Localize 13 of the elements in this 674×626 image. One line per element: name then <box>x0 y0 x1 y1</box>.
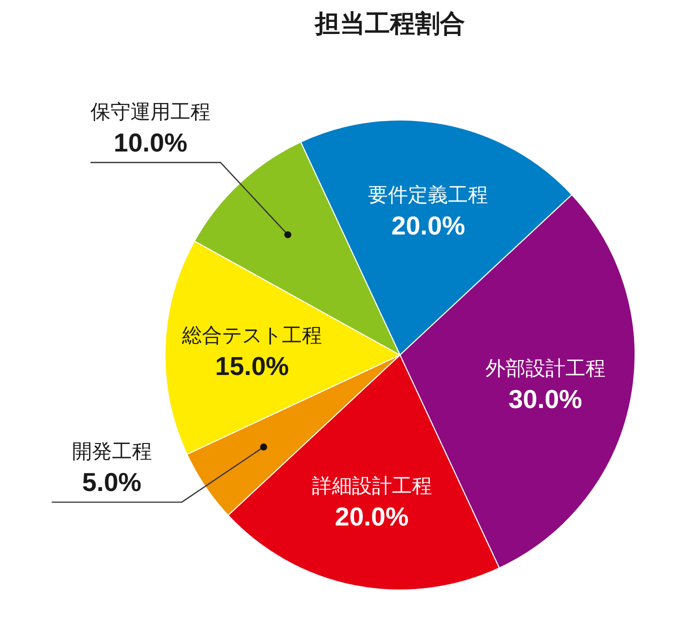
data-label: 20.0% <box>391 210 466 241</box>
data-label: 10.0% <box>114 128 188 158</box>
slice-label: 要件定義工程 <box>368 184 488 207</box>
slice-label: 詳細設計工程 <box>312 475 432 498</box>
chart-title: 担当工程割合 <box>314 10 465 38</box>
data-label: 5.0% <box>82 467 142 498</box>
slice-label: 総合テスト工程 <box>181 324 322 347</box>
data-label: 20.0% <box>334 501 409 532</box>
slice-label: 外部設計工程 <box>485 358 606 380</box>
slice-label: 開発工程 <box>72 441 152 464</box>
data-label: 15.0% <box>215 350 289 381</box>
slice-label: 保守運用工程 <box>90 102 210 124</box>
data-label: 30.0% <box>508 384 582 414</box>
